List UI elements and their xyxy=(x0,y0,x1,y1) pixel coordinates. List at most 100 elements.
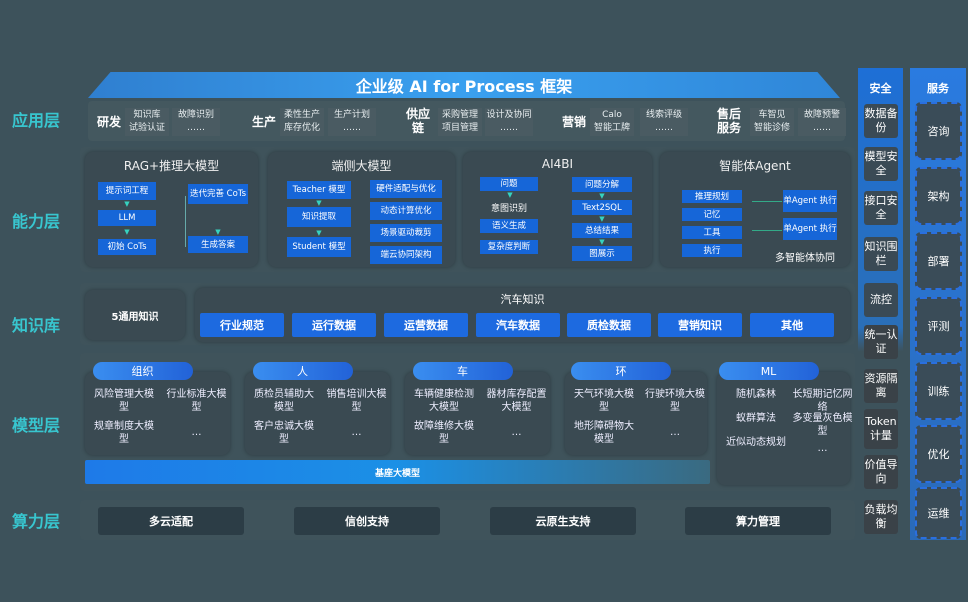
app-item-label[interactable]: 车智见 xyxy=(758,110,786,120)
ability-box[interactable]: 复杂度判断 xyxy=(480,240,538,254)
app-item[interactable]: 采购管理 项目管理 xyxy=(438,108,482,136)
ability-box[interactable]: 知识提取 xyxy=(287,207,351,227)
app-item-label[interactable]: 试验认证 xyxy=(128,123,165,133)
app-item-label[interactable]: …… xyxy=(655,123,673,133)
model-item[interactable]: 器材库存配置大模型 xyxy=(486,389,547,413)
knowledge-item[interactable]: 质检数据 xyxy=(567,313,651,337)
app-item[interactable]: 设计及协同 …… xyxy=(485,108,533,136)
model-item[interactable]: 地形障碍物大模型 xyxy=(574,421,634,445)
security-item[interactable]: 数据备份 xyxy=(864,104,898,138)
security-item[interactable]: 价值导向 xyxy=(864,455,898,489)
model-item[interactable]: 长短期记忆网络 xyxy=(792,389,853,413)
knowledge-item[interactable]: 行业规范 xyxy=(200,313,284,337)
app-item-label[interactable]: …… xyxy=(187,123,205,133)
ability-box[interactable]: 问题 xyxy=(480,177,538,191)
ability-box[interactable]: 语义生成 xyxy=(480,219,538,233)
knowledge-item[interactable]: 运行数据 xyxy=(292,313,376,337)
ability-box[interactable]: LLM xyxy=(98,210,156,226)
app-item-label[interactable]: 线索评级 xyxy=(645,110,682,120)
ability-box[interactable]: 初始 CoTs xyxy=(98,239,156,255)
app-item-label[interactable]: 柔性生产 xyxy=(283,110,320,120)
app-item[interactable]: Calo 智能工牌 xyxy=(590,108,634,136)
app-item-label[interactable]: 设计及协同 xyxy=(486,110,532,120)
service-item[interactable]: 评测 xyxy=(915,297,962,355)
knowledge-item[interactable]: 汽车数据 xyxy=(476,313,560,337)
app-item-label[interactable]: 项目管理 xyxy=(441,123,478,133)
app-item-label[interactable]: 库存优化 xyxy=(283,123,320,133)
app-item[interactable]: 故障识别 …… xyxy=(172,108,220,136)
app-item-label[interactable]: Calo xyxy=(602,110,622,120)
ability-box[interactable]: 端云协同架构 xyxy=(370,246,442,264)
model-item[interactable]: … xyxy=(670,427,680,438)
compute-item[interactable]: 云原生支持 xyxy=(490,507,636,535)
ability-box[interactable]: 单Agent 执行 xyxy=(783,190,837,212)
model-item[interactable]: 质检员辅助大模型 xyxy=(254,389,314,413)
model-item[interactable]: 销售培训大模型 xyxy=(326,389,387,413)
ability-box[interactable]: 动态计算优化 xyxy=(370,202,442,220)
model-item[interactable]: 车辆健康检测大模型 xyxy=(414,389,474,413)
model-item[interactable]: … xyxy=(817,443,828,454)
app-item-label[interactable]: 智能工牌 xyxy=(593,123,630,133)
ability-box[interactable]: 提示词工程 xyxy=(98,182,156,200)
service-item[interactable]: 训练 xyxy=(915,362,962,420)
app-item-label[interactable]: 知识库 xyxy=(133,110,161,120)
model-item[interactable]: 规章制度大模型 xyxy=(94,421,154,445)
app-item-label[interactable]: 采购管理 xyxy=(441,110,478,120)
model-category-pill[interactable]: 车 xyxy=(412,362,513,380)
ability-box[interactable]: 执行 xyxy=(682,244,742,257)
ability-box[interactable]: 生成答案 xyxy=(188,236,248,253)
ability-box[interactable]: Student 模型 xyxy=(287,237,351,257)
compute-item[interactable]: 算力管理 xyxy=(685,507,831,535)
ability-box[interactable]: Text2SQL xyxy=(572,200,632,215)
model-item[interactable]: 随机森林 xyxy=(736,389,776,400)
model-item[interactable]: … xyxy=(511,427,522,438)
model-item[interactable]: … xyxy=(191,427,202,438)
security-item[interactable]: 模型安全 xyxy=(864,147,898,181)
app-item[interactable]: 生产计划 …… xyxy=(328,108,376,136)
security-item[interactable]: 知识围栏 xyxy=(864,237,898,271)
app-item[interactable]: 知识库 试验认证 xyxy=(125,108,169,136)
service-item[interactable]: 架构 xyxy=(915,167,962,225)
model-item[interactable]: 行业标准大模型 xyxy=(166,389,227,413)
ability-box[interactable]: 硬件适配与优化 xyxy=(370,180,442,198)
model-category-pill[interactable]: 人 xyxy=(252,362,353,380)
ability-box[interactable]: 工具 xyxy=(682,226,742,239)
model-item[interactable]: 近似动态规划 xyxy=(726,437,786,448)
security-item[interactable]: 统一认证 xyxy=(864,325,898,359)
security-item[interactable]: Token计量 xyxy=(864,409,898,449)
model-item[interactable]: 行驶环境大模型 xyxy=(645,389,705,413)
model-item[interactable]: 风险管理大模型 xyxy=(94,389,154,413)
app-item[interactable]: 车智见 智能诊修 xyxy=(750,108,794,136)
knowledge-item[interactable]: 营销知识 xyxy=(658,313,742,337)
app-item[interactable]: 柔性生产 库存优化 xyxy=(280,108,324,136)
app-item-label[interactable]: …… xyxy=(813,123,831,133)
model-item[interactable]: 天气环境大模型 xyxy=(574,389,634,413)
compute-item[interactable]: 多云适配 xyxy=(98,507,244,535)
compute-item[interactable]: 信创支持 xyxy=(294,507,440,535)
model-item[interactable]: 多变量灰色模型 xyxy=(792,413,853,437)
knowledge-item[interactable]: 运营数据 xyxy=(384,313,468,337)
ability-box[interactable]: 图展示 xyxy=(572,246,632,261)
ability-box[interactable]: Teacher 模型 xyxy=(287,181,351,199)
security-item[interactable]: 资源隔离 xyxy=(864,369,898,403)
app-item-label[interactable]: 智能诊修 xyxy=(753,123,790,133)
ability-box[interactable]: 迭代完善 CoTs xyxy=(188,184,248,204)
security-item[interactable]: 负载均衡 xyxy=(864,500,898,534)
model-item[interactable]: 蚁群算法 xyxy=(736,413,776,424)
knowledge-item[interactable]: 其他 xyxy=(750,313,834,337)
ability-box[interactable]: 单Agent 执行 xyxy=(783,218,837,240)
app-item-label[interactable]: 故障预警 xyxy=(803,110,840,120)
model-category-pill[interactable]: 组织 xyxy=(92,362,193,380)
service-item[interactable]: 部署 xyxy=(915,232,962,290)
app-item-label[interactable]: …… xyxy=(500,123,518,133)
security-item[interactable]: 流控 xyxy=(864,283,898,317)
app-item-label[interactable]: 生产计划 xyxy=(333,110,370,120)
app-item[interactable]: 故障预警 …… xyxy=(798,108,846,136)
ability-box[interactable]: 总结结果 xyxy=(572,223,632,238)
service-item[interactable]: 运维 xyxy=(915,487,962,539)
ability-box[interactable]: 问题分解 xyxy=(572,177,632,192)
app-item-label[interactable]: 故障识别 xyxy=(177,110,214,120)
model-item[interactable]: 故障维修大模型 xyxy=(414,421,474,445)
model-item[interactable]: … xyxy=(351,427,362,438)
app-item[interactable]: 线索评级 …… xyxy=(640,108,688,136)
